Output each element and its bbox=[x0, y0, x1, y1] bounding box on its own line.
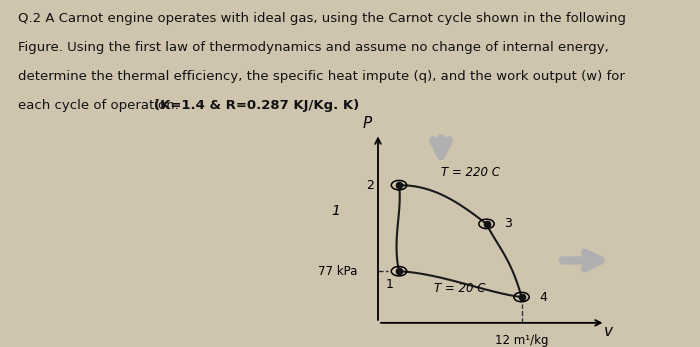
Text: determine the thermal efficiency, the specific heat impute (q), and the work out: determine the thermal efficiency, the sp… bbox=[18, 70, 624, 83]
Text: 1: 1 bbox=[386, 278, 393, 291]
Text: 1: 1 bbox=[332, 204, 340, 218]
Text: P: P bbox=[363, 116, 372, 132]
Text: each cycle of operation.: each cycle of operation. bbox=[18, 99, 183, 111]
Text: 2: 2 bbox=[366, 179, 375, 192]
Text: 3: 3 bbox=[504, 217, 512, 230]
Text: 77 kPa: 77 kPa bbox=[318, 265, 358, 278]
Text: 4: 4 bbox=[539, 290, 547, 304]
Text: Q.2 A Carnot engine operates with ideal gas, using the Carnot cycle shown in the: Q.2 A Carnot engine operates with ideal … bbox=[18, 12, 626, 25]
Text: T = 220 C: T = 220 C bbox=[441, 166, 500, 179]
Text: Figure. Using the first law of thermodynamics and assume no change of internal e: Figure. Using the first law of thermodyn… bbox=[18, 41, 608, 54]
Text: (K=1.4 & R=0.287 KJ/Kg. K): (K=1.4 & R=0.287 KJ/Kg. K) bbox=[154, 99, 359, 111]
Text: v: v bbox=[603, 324, 612, 339]
Text: T = 20 C: T = 20 C bbox=[434, 282, 486, 295]
Text: 12 m¹/kg: 12 m¹/kg bbox=[495, 333, 548, 347]
